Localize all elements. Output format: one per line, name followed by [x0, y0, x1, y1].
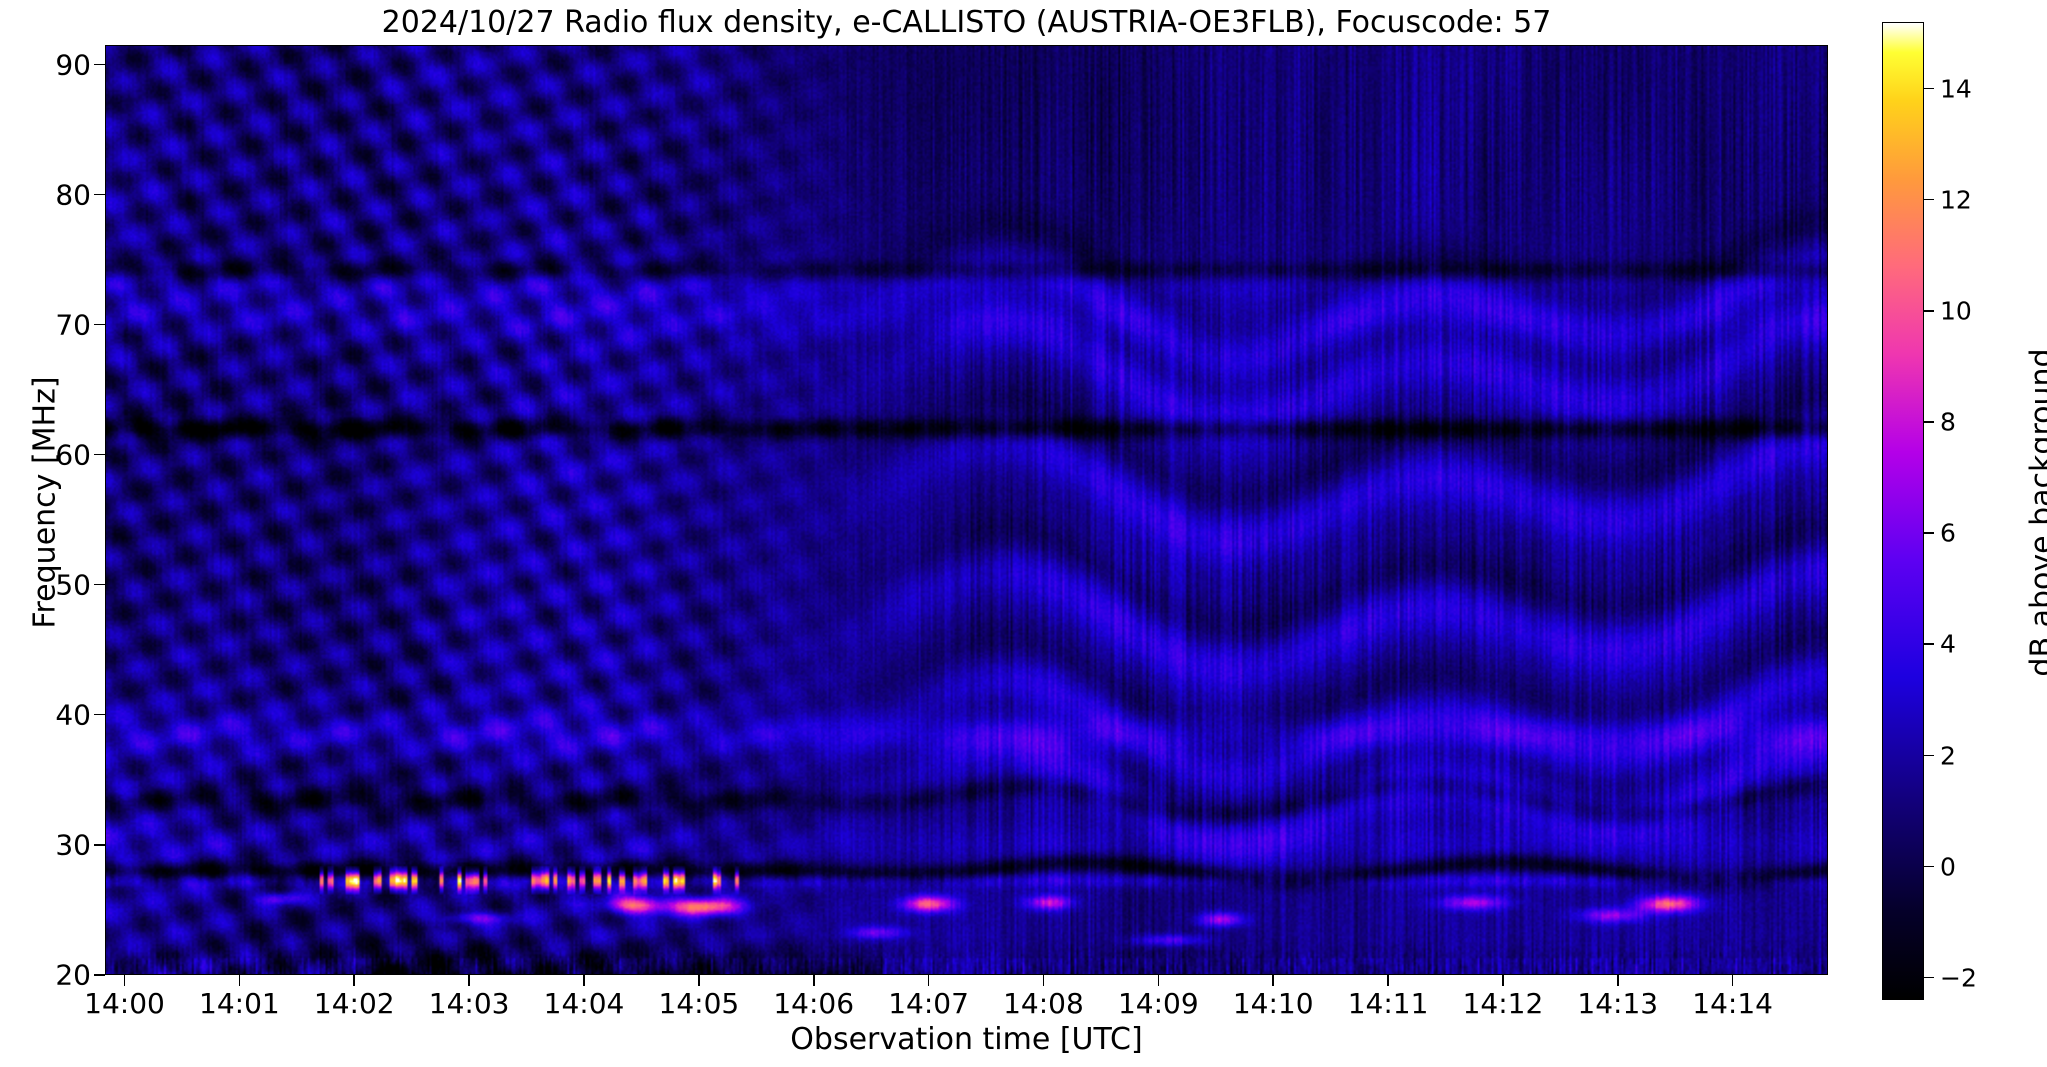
colorbar-tick-mark [1924, 865, 1934, 868]
x-axis-tick-label: 14:02 [313, 987, 395, 1020]
x-axis-tick-mark [698, 975, 700, 986]
x-axis-tick-mark [1042, 975, 1045, 986]
colorbar-tick-mark [1924, 532, 1934, 534]
x-axis-tick-label: 14:10 [1232, 987, 1314, 1020]
y-axis-tick-label: 40 [55, 698, 91, 732]
colorbar-tick-label: 4 [1940, 629, 1956, 659]
colorbar-tick-label: 0 [1940, 852, 1956, 882]
colorbar-tick-mark [1924, 198, 1934, 201]
x-axis-tick-mark [353, 975, 356, 986]
x-axis-tick-mark [927, 975, 930, 986]
colorbar-axis: 14 12 10 8 6 4 2 0 −2 [1924, 22, 2044, 1000]
x-axis-tick-label: 14:11 [1347, 987, 1429, 1020]
y-axis-tick-mark [94, 453, 105, 456]
colorbar-label: dB above background [2024, 348, 2047, 677]
colorbar-tick-mark [1924, 643, 1934, 645]
y-axis-tick-label: 50 [55, 568, 91, 602]
colorbar-tick-label: 10 [1940, 296, 1972, 326]
y-axis-tick-label: 20 [55, 958, 91, 992]
spectrogram-plot-area [105, 45, 1828, 975]
y-axis-tick-label: 60 [55, 438, 91, 472]
x-axis-tick-mark [1272, 975, 1274, 986]
colorbar-tick-mark [1924, 976, 1934, 979]
y-axis-tick-mark [94, 843, 105, 846]
x-axis-tick-label: 14:07 [888, 987, 969, 1020]
x-axis-tick-mark [468, 975, 470, 986]
y-axis-tick-mark [94, 323, 105, 326]
colorbar-tick-mark [1924, 87, 1934, 90]
x-axis-tick-label: 14:06 [773, 987, 855, 1020]
colorbar-tick-label: −2 [1940, 963, 1977, 993]
x-axis-tick-mark [123, 975, 126, 986]
colorbar-tick-label: 12 [1940, 185, 1972, 215]
x-axis-tick-mark [1502, 975, 1504, 986]
x-axis-label: Observation time [UTC] [790, 1022, 1143, 1057]
colorbar-tick-mark [1924, 421, 1934, 423]
x-axis-tick-mark [238, 975, 241, 986]
x-axis-tick-mark [1157, 975, 1160, 986]
x-axis-tick-mark [1616, 975, 1619, 986]
spectrogram-image [106, 46, 1827, 974]
x-axis-tick-label: 14:00 [84, 987, 165, 1020]
x-axis-tick-label: 14:14 [1692, 987, 1774, 1020]
y-axis-tick-mark [94, 193, 105, 196]
x-axis: 14:00 14:01 14:02 14:03 14:04 14:05 14:06 14:07… [84, 975, 1828, 1021]
x-axis-tick-label: 14:03 [428, 987, 510, 1020]
y-axis-tick-mark [94, 63, 105, 66]
x-axis-tick-label: 14:04 [543, 987, 625, 1020]
x-axis-tick-label: 14:08 [1003, 987, 1084, 1020]
x-axis-tick-label: 14:13 [1577, 987, 1659, 1020]
y-axis-tick-label: 80 [55, 178, 91, 212]
x-axis-tick-mark [1731, 975, 1734, 986]
y-axis-tick-label: 90 [55, 48, 91, 81]
y-axis-label: Frequency [MHz] [27, 376, 63, 629]
x-axis-tick-mark [812, 975, 815, 986]
x-axis-tick-mark [583, 975, 585, 986]
colorbar-tick-label: 2 [1940, 741, 1956, 770]
colorbar-tick-mark [1924, 309, 1934, 312]
x-axis-tick-label: 14:01 [199, 987, 280, 1020]
x-axis-tick-label: 14:05 [658, 987, 740, 1020]
x-axis-tick-label: 14:12 [1462, 987, 1544, 1020]
colorbar-tick-label: 8 [1940, 407, 1956, 437]
colorbar-tick-label: 6 [1940, 518, 1956, 548]
y-axis-tick-mark [94, 583, 105, 586]
y-axis-tick-mark [94, 713, 105, 716]
colorbar-tick-mark [1924, 754, 1934, 757]
colorbar-gradient [1882, 22, 1924, 1000]
y-axis-tick-mark [94, 974, 105, 976]
colorbar-tick-label: 14 [1940, 74, 1972, 104]
y-axis: 90 80 70 60 50 40 30 20 [0, 45, 105, 992]
page-title: 2024/10/27 Radio flux density, e-CALLIST… [381, 5, 1552, 40]
x-axis-tick-mark [1387, 975, 1389, 986]
colorbar [1882, 22, 1924, 1000]
y-axis-tick-label: 30 [55, 828, 91, 862]
x-axis-tick-label: 14:09 [1117, 987, 1199, 1020]
y-axis-tick-label: 70 [55, 308, 91, 342]
